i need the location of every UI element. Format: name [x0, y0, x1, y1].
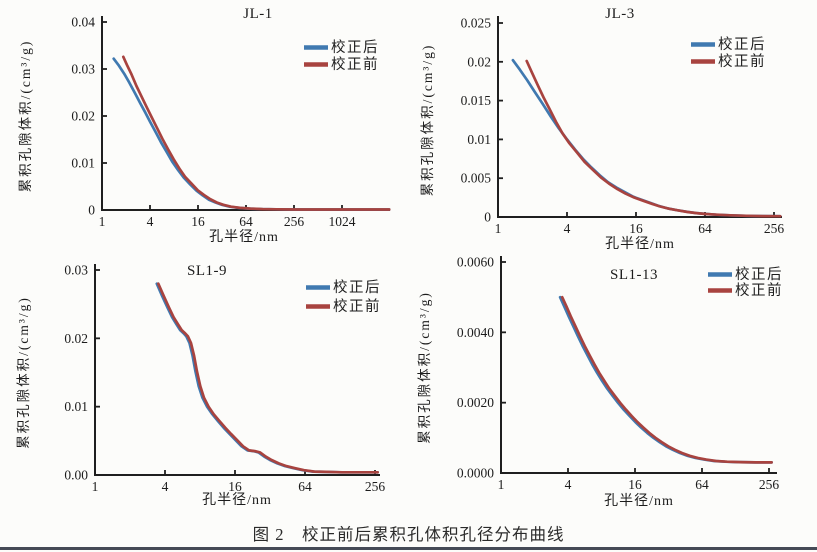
- x-tick-label: 4: [565, 477, 572, 492]
- y-axis-label: 累积孔隙体积/(cm³/g): [417, 291, 432, 444]
- series-before-line: [156, 282, 380, 474]
- legend-label: 校正前: [331, 56, 379, 73]
- y-tick-label: 0: [88, 203, 95, 218]
- x-tick-label: 4: [162, 479, 169, 494]
- series-after-line: [511, 58, 782, 218]
- chart-title: SL1-9: [187, 263, 227, 279]
- page-bottom-rule: [0, 547, 817, 550]
- x-tick-label: 64: [239, 214, 253, 229]
- y-axis-label: 累积孔隙体积/(cm³/g): [420, 44, 435, 197]
- x-axis-label: 孔半径/nm: [209, 229, 279, 245]
- y-tick-label: 0.0000: [457, 466, 494, 481]
- y-tick-label: 0.015: [461, 93, 492, 108]
- x-tick-label: 1: [498, 477, 505, 492]
- x-tick-label: 16: [228, 479, 242, 494]
- y-axis-label: 累积孔隙体积/(cm³/g): [16, 296, 31, 449]
- legend-label: 校正前: [333, 298, 381, 315]
- chart-sl1-13: 1 4 16 64 256 0.0000 0.0020 0.0040 0.0060 SL1-13 孔…: [417, 255, 783, 510]
- x-tick-label: 1: [99, 214, 106, 229]
- y-tick-label: 0: [484, 210, 491, 225]
- y-tick-label: 0.0040: [457, 325, 494, 340]
- x-tick-label: 16: [628, 477, 642, 492]
- y-tick-label: 0.01: [467, 132, 491, 147]
- series-after-line: [558, 295, 773, 464]
- legend-label: 校正前: [735, 282, 783, 299]
- series-after-line: [112, 57, 391, 211]
- x-tick-label: 1: [92, 479, 99, 494]
- legend-label: 校正后: [718, 36, 766, 53]
- chart-title: JL-3: [605, 6, 635, 22]
- y-tick-label: 0.02: [64, 331, 88, 346]
- x-tick-label: 4: [564, 221, 571, 236]
- x-tick-label: 4: [147, 214, 154, 229]
- chart-title: JL-1: [243, 6, 273, 22]
- series-before-line: [121, 55, 391, 211]
- y-tick-label: 0.02: [71, 109, 95, 124]
- x-axis-label: 孔半径/nm: [605, 236, 675, 252]
- y-tick-label: 0.01: [64, 399, 88, 414]
- x-tick-label: 16: [191, 214, 205, 229]
- y-axis-label: 累积孔隙体积/(cm³/g): [18, 40, 33, 193]
- legend-label: 校正前: [718, 53, 766, 70]
- x-tick-label: 256: [365, 479, 386, 494]
- x-tick-label: 64: [298, 479, 312, 494]
- y-tick-label: 0.04: [71, 15, 95, 30]
- x-tick-label: 64: [698, 221, 712, 236]
- series-before-line: [560, 295, 773, 464]
- x-axis-label: 孔半径/nm: [202, 492, 272, 508]
- chart-jl-1: 1 4 16 64 256 1024 0 0.01 0.02 0.03 0.04 JL-1 孔半径/nm…: [18, 6, 391, 245]
- figure-caption: 图 2 校正前后累积孔体积孔径分布曲线: [252, 525, 565, 544]
- legend-label: 校正后: [333, 279, 381, 296]
- x-tick-label: 256: [284, 214, 305, 229]
- legend-label: 校正后: [735, 266, 783, 283]
- x-tick-label: 1024: [329, 214, 356, 229]
- series-before-line: [525, 59, 782, 218]
- y-tick-label: 0.005: [461, 171, 492, 186]
- x-tick-label: 1: [495, 221, 502, 236]
- y-tick-label: 0.0020: [457, 395, 494, 410]
- y-tick-label: 0.00: [64, 468, 88, 483]
- legend-label: 校正后: [331, 39, 379, 56]
- x-tick-label: 256: [759, 477, 780, 492]
- y-tick-label: 0.01: [71, 156, 95, 171]
- y-tick-label: 0.025: [461, 16, 492, 31]
- y-tick-label: 0.03: [64, 263, 88, 278]
- chart-jl-3: 1 4 16 64 256 0 0.005 0.01 0.015 0.02 0.025 JL-3 孔半径…: [420, 6, 785, 252]
- x-tick-label: 16: [629, 221, 643, 236]
- y-tick-label: 0.0060: [457, 255, 494, 270]
- chart-sl1-9: 1 4 16 64 256 0.00 0.01 0.02 0.03 SL1-9 孔半径/nm 累积孔隙…: [16, 263, 386, 509]
- y-tick-label: 0.02: [467, 54, 491, 69]
- y-tick-label: 0.03: [71, 62, 95, 77]
- x-tick-label: 64: [695, 477, 709, 492]
- x-tick-label: 256: [764, 221, 785, 236]
- chart-title: SL1-13: [610, 267, 658, 283]
- x-axis-label: 孔半径/nm: [604, 493, 674, 509]
